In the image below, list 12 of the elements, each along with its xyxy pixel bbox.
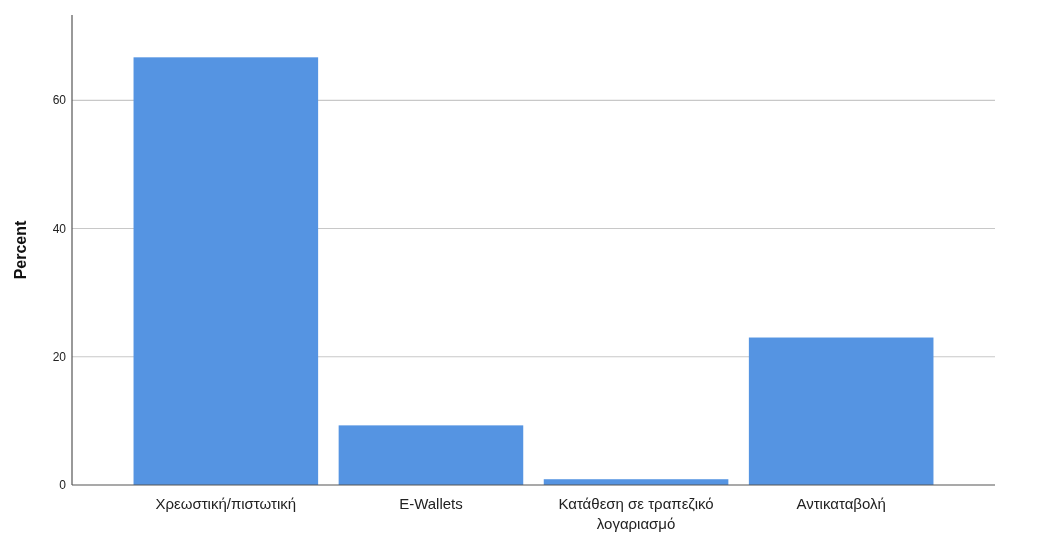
y-tick-label: 40	[52, 221, 67, 236]
x-tick-label: Αντικαταβολή	[796, 495, 886, 512]
bar	[338, 425, 524, 485]
x-tick-label: E-Wallets	[399, 495, 463, 512]
bar	[133, 57, 319, 485]
y-tick-label: 60	[52, 93, 67, 108]
bar	[748, 337, 934, 485]
x-tick-label: Κατάθεση σε τραπεζικό λογαριασμό	[558, 495, 714, 532]
y-axis-title: Percent	[12, 219, 29, 280]
y-tick-label: 0	[59, 478, 67, 493]
y-tick-label: 20	[52, 349, 67, 364]
x-tick-label: Χρεωστική/πιστωτική	[155, 495, 297, 512]
